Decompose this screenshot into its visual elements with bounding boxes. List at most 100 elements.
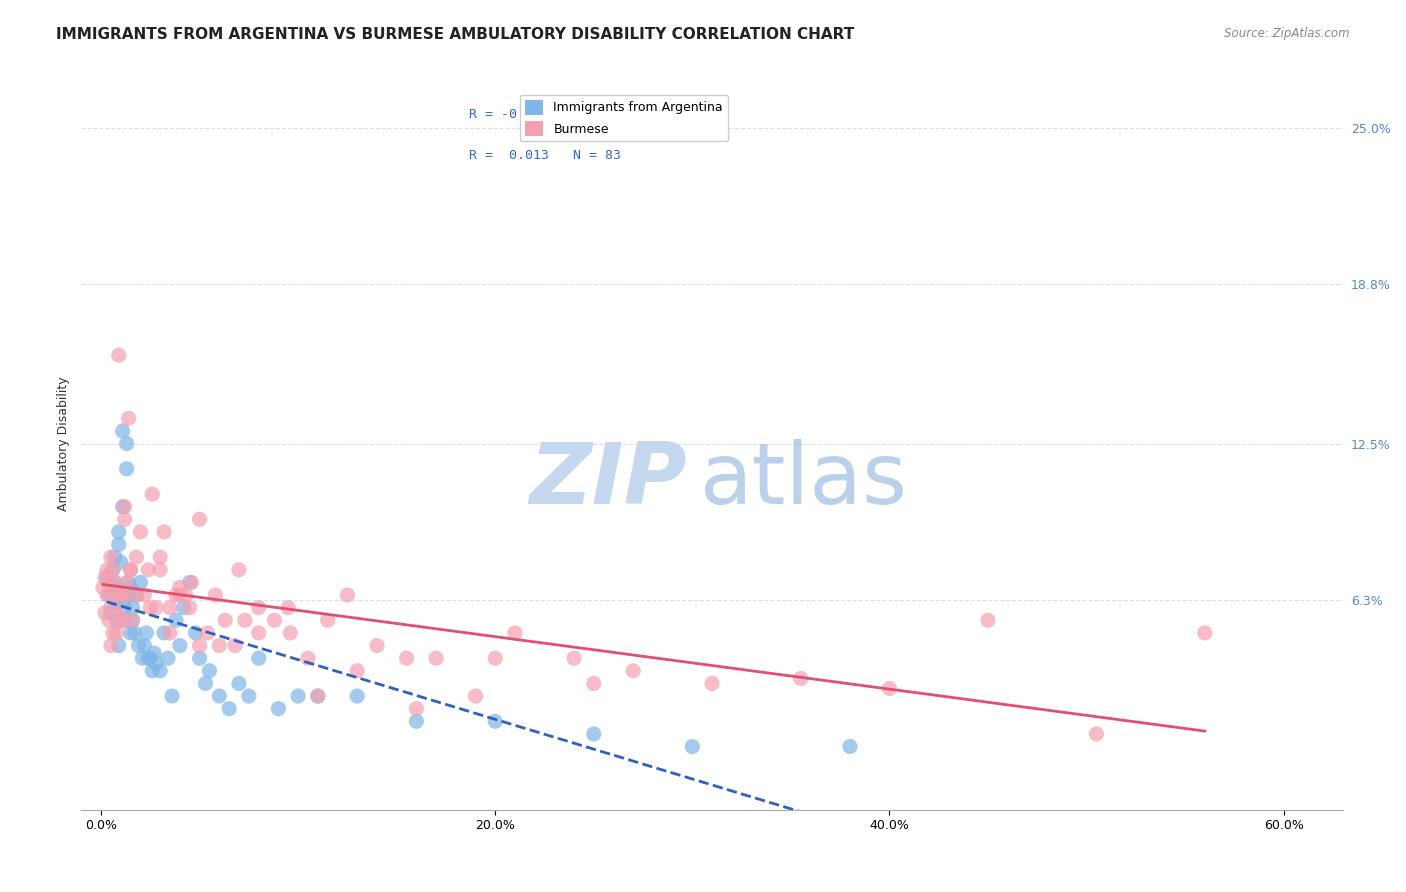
Point	[115, 575, 138, 590]
Point	[621, 664, 644, 678]
Point	[149, 550, 172, 565]
Point	[107, 588, 129, 602]
Point	[111, 613, 134, 627]
Point	[105, 596, 128, 610]
Point	[839, 739, 862, 754]
Point	[366, 639, 388, 653]
Point	[214, 613, 236, 627]
Point	[165, 613, 187, 627]
Point	[169, 588, 191, 602]
Point	[96, 588, 118, 602]
Point	[188, 639, 211, 653]
Point	[121, 600, 143, 615]
Text: R = -0.089   N = 64: R = -0.089 N = 64	[468, 108, 620, 121]
Text: ZIP: ZIP	[529, 439, 686, 522]
Point	[114, 600, 136, 615]
Point	[287, 689, 309, 703]
Point	[125, 588, 148, 602]
Point	[107, 639, 129, 653]
Point	[105, 606, 128, 620]
Point	[107, 524, 129, 539]
Point	[228, 563, 250, 577]
Point	[100, 550, 122, 565]
Point	[484, 651, 506, 665]
Point	[149, 563, 172, 577]
Point	[184, 626, 207, 640]
Point	[582, 727, 605, 741]
Point	[180, 575, 202, 590]
Point	[145, 600, 167, 615]
Point	[790, 672, 813, 686]
Point	[247, 626, 270, 640]
Point	[117, 575, 139, 590]
Point	[114, 613, 136, 627]
Legend: Immigrants from Argentina, Burmese: Immigrants from Argentina, Burmese	[520, 95, 728, 142]
Point	[179, 575, 201, 590]
Point	[107, 348, 129, 362]
Point	[110, 555, 132, 569]
Point	[1085, 727, 1108, 741]
Point	[121, 613, 143, 627]
Point	[107, 537, 129, 551]
Point	[125, 588, 148, 602]
Point	[336, 588, 359, 602]
Point	[101, 563, 124, 577]
Point	[160, 689, 183, 703]
Point	[125, 550, 148, 565]
Point	[169, 581, 191, 595]
Point	[157, 651, 180, 665]
Point	[141, 664, 163, 678]
Point	[405, 701, 427, 715]
Point	[165, 588, 187, 602]
Point	[218, 701, 240, 715]
Point	[96, 570, 118, 584]
Point	[100, 639, 122, 653]
Point	[484, 714, 506, 729]
Point	[562, 651, 585, 665]
Point	[94, 570, 117, 584]
Point	[277, 600, 299, 615]
Point	[700, 676, 723, 690]
Point	[136, 651, 159, 665]
Point	[105, 626, 128, 640]
Point	[104, 575, 127, 590]
Point	[169, 639, 191, 653]
Text: R =  0.013   N = 83: R = 0.013 N = 83	[468, 149, 620, 162]
Point	[238, 689, 260, 703]
Point	[104, 575, 127, 590]
Point	[247, 651, 270, 665]
Text: Source: ZipAtlas.com: Source: ZipAtlas.com	[1225, 27, 1350, 40]
Point	[104, 550, 127, 565]
Point	[188, 651, 211, 665]
Point	[681, 739, 703, 754]
Point	[129, 524, 152, 539]
Point	[316, 613, 339, 627]
Point	[101, 626, 124, 640]
Point	[110, 588, 132, 602]
Point	[120, 563, 142, 577]
Point	[297, 651, 319, 665]
Point	[208, 639, 231, 653]
Point	[94, 606, 117, 620]
Point	[263, 613, 285, 627]
Point	[120, 581, 142, 595]
Point	[127, 639, 149, 653]
Point	[159, 626, 181, 640]
Point	[188, 512, 211, 526]
Point	[346, 664, 368, 678]
Point	[97, 613, 120, 627]
Point	[503, 626, 526, 640]
Point	[173, 600, 195, 615]
Point	[197, 626, 219, 640]
Point	[149, 664, 172, 678]
Point	[346, 689, 368, 703]
Point	[153, 524, 176, 539]
Point	[395, 651, 418, 665]
Point	[977, 613, 1000, 627]
Point	[1194, 626, 1216, 640]
Point	[141, 487, 163, 501]
Point	[114, 500, 136, 514]
Point	[97, 575, 120, 590]
Point	[110, 613, 132, 627]
Point	[208, 689, 231, 703]
